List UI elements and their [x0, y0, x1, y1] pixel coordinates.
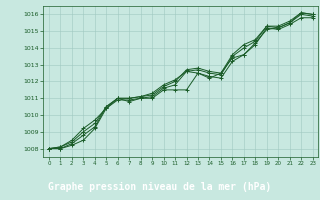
Text: Graphe pression niveau de la mer (hPa): Graphe pression niveau de la mer (hPa) [48, 181, 272, 192]
